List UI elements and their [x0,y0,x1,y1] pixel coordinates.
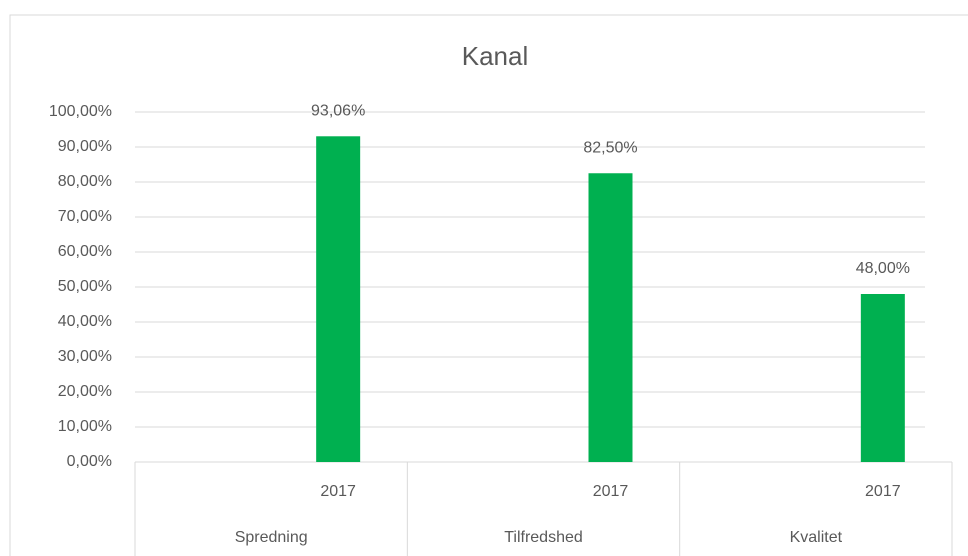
data-label: 82,50% [583,139,637,156]
chart-title: Kanal [462,41,529,71]
y-tick-label: 90,00% [58,138,112,155]
y-tick-label: 20,00% [58,383,112,400]
group-label: Spredning [235,529,308,546]
y-tick-label: 10,00% [58,418,112,435]
bar [588,173,633,462]
y-tick-label: 30,00% [58,348,112,365]
data-label: 93,06% [311,103,365,120]
chart-border [9,14,968,556]
group-label: Tilfredshed [504,529,583,546]
y-tick-label: 60,00% [58,243,112,260]
y-tick-label: 100,00% [49,103,112,120]
x-tick-label: 2017 [593,483,629,500]
x-tick-label: 2017 [320,483,356,500]
y-tick-label: 50,00% [58,278,112,295]
y-tick-label: 70,00% [58,208,112,225]
bar [316,136,361,463]
bar [860,294,905,462]
group-label: Kvalitet [790,529,843,546]
y-tick-label: 0,00% [67,453,112,470]
y-tick-label: 40,00% [58,313,112,330]
x-tick-label: 2017 [865,483,901,500]
data-label: 48,00% [856,260,910,277]
y-tick-label: 80,00% [58,173,112,190]
